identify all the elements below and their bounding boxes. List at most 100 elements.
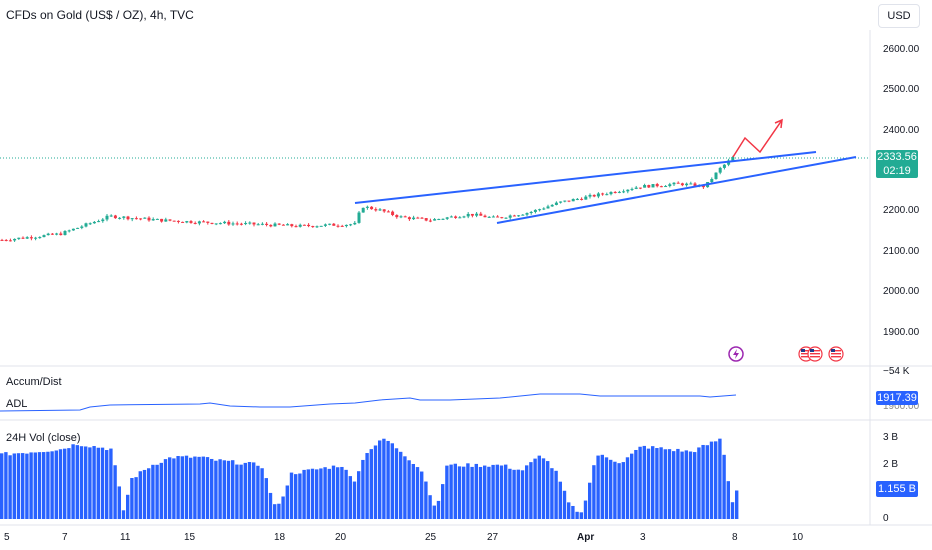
upper-trendline[interactable] (354, 151, 817, 204)
volume-label[interactable]: 24H Vol (close) (6, 432, 81, 444)
volume-bar (21, 453, 25, 519)
volume-bar (33, 452, 37, 519)
candle-body (130, 218, 134, 220)
us-flag-icon[interactable] (807, 346, 823, 362)
candle-body (139, 218, 143, 220)
accum-axis-label: −54 K (883, 366, 910, 377)
candle-body (344, 224, 348, 227)
volume-bar (46, 451, 50, 519)
candle-body (382, 209, 386, 212)
candle-body (13, 238, 17, 241)
volume-bar (436, 500, 441, 519)
candle-body (256, 224, 260, 226)
candle-body (437, 218, 441, 220)
candle-body (164, 219, 168, 222)
volume-bar (609, 459, 613, 519)
volume-bar (84, 446, 88, 519)
volume-bar (525, 465, 529, 519)
volume-bar (327, 468, 331, 519)
volume-bar (403, 456, 407, 519)
candle-body (407, 217, 411, 220)
candle-body (260, 223, 264, 225)
candle-body (554, 202, 558, 205)
volume-bar (54, 450, 58, 519)
candle-body (546, 206, 550, 209)
candle-body (122, 216, 126, 218)
volume-bar (571, 505, 575, 519)
volume-bar (516, 469, 520, 519)
lower-trendline[interactable] (496, 156, 857, 224)
candle-body (542, 208, 546, 210)
volume-bar (243, 462, 247, 519)
volume-bar (4, 452, 8, 519)
volume-bar (630, 453, 634, 519)
volume-bar (688, 451, 693, 519)
candle-body (689, 183, 693, 185)
candle-body (4, 239, 8, 241)
candle-body (466, 213, 470, 217)
candle-body (605, 194, 609, 196)
volume-bar (176, 455, 180, 519)
volume-bar (336, 467, 340, 519)
candle-body (197, 221, 201, 224)
candle-body (160, 218, 164, 222)
projection-arrow-line[interactable] (732, 119, 783, 158)
volume-bar (730, 502, 735, 519)
volume-bar (617, 463, 621, 519)
volume-bar (268, 492, 273, 519)
candle-body (38, 237, 42, 239)
volume-bar (667, 449, 672, 519)
volume-bar (121, 510, 126, 519)
volume-bar (701, 444, 705, 519)
candle-body (664, 186, 668, 188)
price-axis-label: 2200.00 (883, 205, 920, 216)
volume-bar (432, 505, 436, 519)
candle-body (550, 204, 554, 207)
candle-body (622, 191, 626, 193)
candle-body (88, 223, 92, 225)
candle-body (210, 222, 214, 224)
volume-bar (495, 464, 499, 519)
candle-body (403, 216, 407, 218)
candle-body (113, 215, 117, 219)
candle-body (424, 218, 428, 221)
volume-value-tag: 1.155 B (876, 481, 918, 497)
accum-dist-label[interactable]: Accum/Dist (6, 376, 62, 388)
candle-body (172, 220, 176, 222)
time-axis-label: 11 (120, 532, 131, 543)
volume-bar (558, 481, 562, 519)
candle-body (315, 226, 319, 228)
candle-body (118, 217, 122, 219)
candle-body (357, 212, 361, 223)
volume-bar (579, 512, 583, 519)
candle-body (643, 185, 647, 188)
candle-body (323, 224, 327, 226)
us-flag-icon[interactable] (828, 346, 844, 362)
volume-bar (252, 462, 256, 519)
candle-body (538, 209, 542, 211)
volume-bar (260, 468, 264, 519)
volume-bar (457, 466, 462, 519)
adl-label[interactable]: ADL (6, 398, 28, 410)
currency-button[interactable]: USD (878, 4, 920, 28)
volume-bar (487, 466, 491, 519)
volume-bar (168, 457, 172, 519)
candle-body (454, 216, 458, 218)
volume-bar (88, 447, 92, 519)
candle-body (462, 216, 466, 218)
volume-bar (466, 463, 470, 519)
candle-body (504, 217, 508, 219)
time-axis-label: 10 (792, 532, 804, 543)
flash-event-icon[interactable] (728, 346, 744, 362)
volume-bar (642, 445, 646, 519)
volume-bar (520, 470, 525, 519)
time-axis-label: Apr (577, 532, 595, 543)
candle-body (491, 216, 495, 218)
volume-bar (424, 481, 428, 519)
candle-body (168, 219, 172, 221)
volume-bar (676, 448, 680, 519)
candle-body (21, 237, 25, 239)
volume-bar (453, 463, 457, 519)
volume-bar (71, 444, 75, 519)
time-axis-label: 8 (732, 532, 738, 543)
